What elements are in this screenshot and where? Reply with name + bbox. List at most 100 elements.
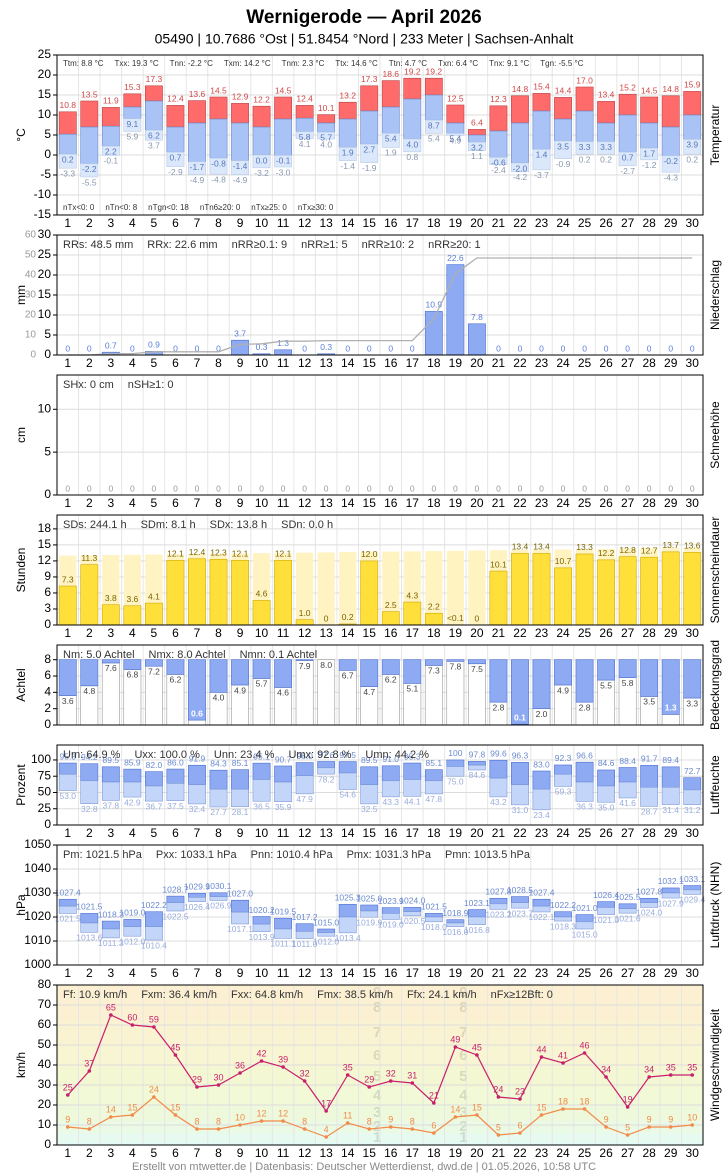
gust-label: 23: [515, 1086, 525, 1096]
x-tick-label: 12: [298, 626, 312, 640]
tmin-label: 6.2: [148, 130, 160, 140]
stat: Pmn: 1013.5 hPa: [445, 849, 531, 861]
min-label: 1023.7: [507, 908, 533, 918]
tgn-bar: [446, 133, 465, 136]
precip-label: 0: [87, 343, 92, 353]
tmin-bar: [640, 122, 659, 149]
mean-point: [539, 1113, 544, 1117]
beaufort-label: 6: [373, 1047, 381, 1064]
tmax-label: 13.6: [189, 89, 206, 99]
beaufort-label: 5: [459, 1068, 467, 1085]
x-tick-label: 11: [277, 216, 290, 230]
lower-bar: [274, 928, 293, 939]
stat: Nm: 5.0 Achtel: [63, 649, 135, 661]
sun-bar: [640, 556, 659, 626]
y2-tick-label: 50: [25, 250, 37, 261]
snow-label: 0: [690, 483, 695, 493]
tmax-label: 17.3: [361, 74, 378, 84]
x-tick-label: 22: [513, 356, 527, 370]
gust-point: [87, 1069, 92, 1073]
tgn-bar: [489, 157, 508, 165]
tmax-bar: [511, 95, 529, 124]
tmax-bar: [58, 111, 77, 135]
tmax-label: 15.4: [533, 82, 550, 92]
max-label: 1027.4: [55, 887, 81, 897]
gust-point: [367, 1085, 372, 1089]
upper-bar: [554, 764, 572, 775]
tmax-label: 19.2: [404, 66, 421, 76]
cloud-label: 7.3: [428, 666, 440, 676]
tmax-bar: [424, 77, 443, 96]
tgn-label: -0.9: [556, 159, 571, 169]
tgn-bar: [360, 143, 379, 163]
tmax-bar: [274, 96, 293, 120]
lower-bar: [661, 786, 680, 805]
upper-bar: [317, 928, 336, 933]
tgn-bar: [640, 147, 659, 161]
upper-bar: [101, 766, 120, 783]
upper-bar: [467, 909, 486, 918]
stat: Pmx: 1031.3 hPa: [347, 849, 432, 861]
tgn-bar: [123, 118, 142, 132]
cloud-label: 2.8: [493, 702, 505, 712]
y-tick-label: 15: [38, 537, 52, 551]
lower-bar: [188, 784, 206, 805]
min-label: 32.8: [81, 804, 98, 814]
lower-bar: [381, 913, 400, 920]
min-label: 28.7: [641, 807, 658, 817]
tgn-label: 5.4: [428, 134, 440, 144]
x-tick-label: 18: [427, 356, 441, 370]
stat: Umn: 44.2 %: [365, 749, 429, 761]
x-tick-label: 4: [129, 966, 136, 980]
tmin-label: 3.9: [686, 140, 698, 150]
sun-bar: [489, 570, 508, 626]
lower-bar: [532, 905, 551, 913]
tmin-label: 3.3: [600, 142, 612, 152]
x-tick-label: 11: [277, 1146, 290, 1160]
x-tick-label: 2: [86, 966, 93, 980]
min-label: 36.7: [146, 801, 163, 811]
upper-bar: [467, 761, 486, 766]
max-label: 1018.9: [442, 908, 468, 918]
tgn-label: -4.3: [663, 172, 678, 182]
max-label: 89.5: [103, 755, 120, 765]
lower-bar: [489, 777, 508, 798]
tgn-bar: [80, 163, 99, 178]
tmax-bar: [575, 86, 594, 112]
y-tick-label: 15: [38, 287, 52, 301]
tmax-bar: [338, 101, 357, 120]
x-tick-label: 25: [578, 496, 592, 510]
tgn-bar: [252, 154, 271, 169]
gust-label: 29: [364, 1074, 374, 1084]
stat: Ttx: 14.6 °C: [335, 59, 378, 68]
clear-sky-bar: [489, 659, 508, 703]
sun-bar: [683, 552, 702, 626]
precip-label: 0: [690, 343, 695, 353]
max-label: 1021.5: [421, 902, 447, 912]
lower-bar: [166, 783, 185, 801]
tmin-bar: [338, 118, 357, 148]
stat: SDn: 0.0 h: [281, 519, 333, 531]
clear-sky-bar: [274, 659, 293, 688]
clear-sky-bar: [252, 659, 271, 679]
x-tick-label: 4: [129, 1146, 136, 1160]
y-tick-label: 5: [44, 327, 51, 341]
upper-bar: [640, 897, 659, 903]
mean-point: [345, 1121, 350, 1125]
x-tick-label: 10: [255, 626, 269, 640]
x-tick-label: 7: [194, 966, 201, 980]
lower-bar: [144, 926, 163, 941]
mean-point: [87, 1127, 92, 1131]
x-tick-label: 24: [556, 966, 570, 980]
max-label: 84.6: [598, 758, 615, 768]
min-label: 1016.0: [442, 927, 468, 937]
tgn-label: -4.2: [513, 172, 528, 182]
sun-label: 3.8: [105, 593, 117, 603]
stat: SDm: 8.1 h: [141, 519, 196, 531]
mean-label: 15: [170, 1102, 180, 1112]
max-label: 1027.8: [485, 887, 511, 897]
tgn-label: -1.9: [362, 163, 377, 173]
y-tick-label: 1050: [24, 837, 51, 851]
x-tick-label: 15: [363, 216, 377, 230]
lower-bar: [58, 773, 77, 791]
